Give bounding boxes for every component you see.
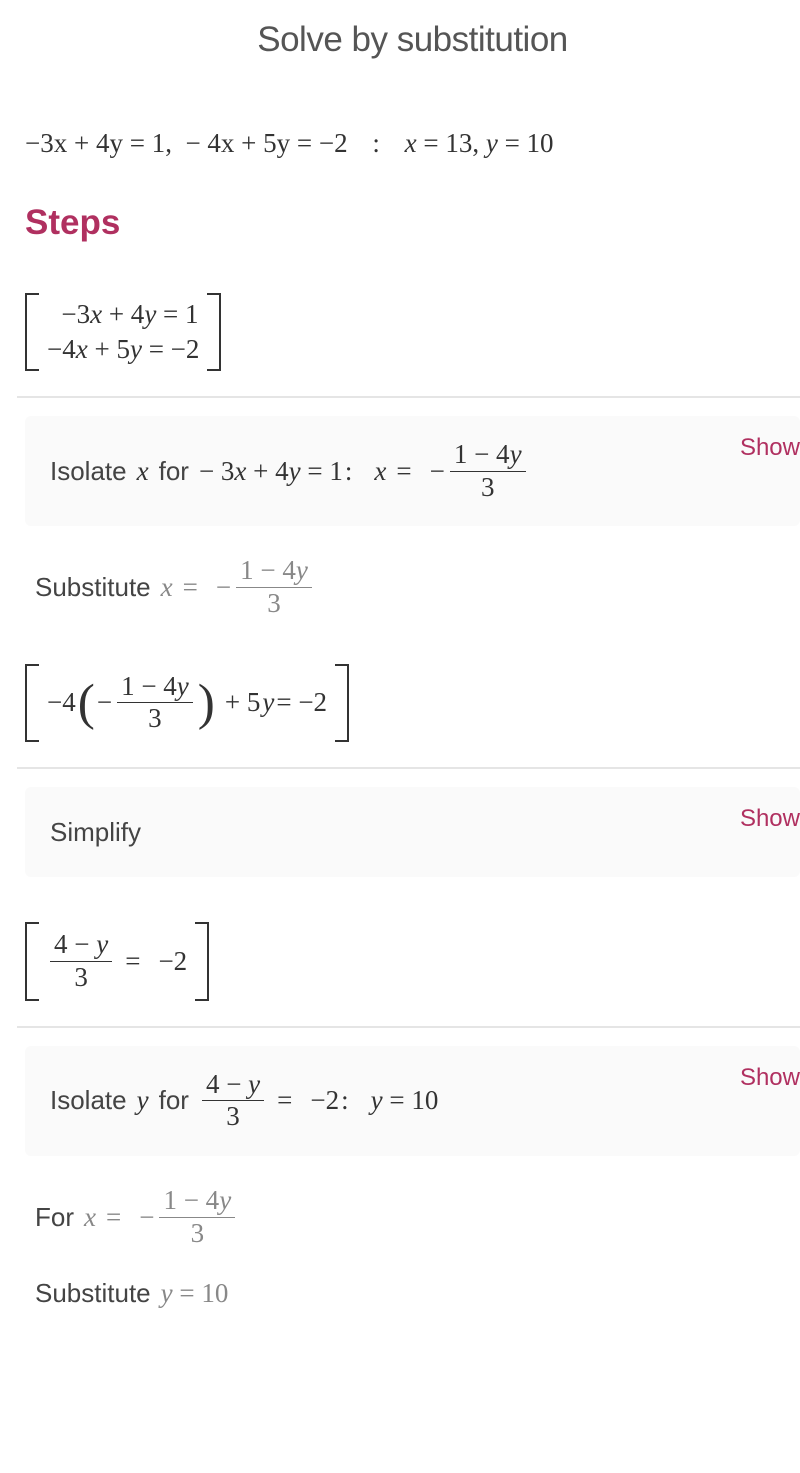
show-steps-link[interactable]: Show xyxy=(740,434,800,462)
step-isolate-x-text: Isolate x for − 3x + 4y = 1 : x=− 1 − 4y… xyxy=(50,440,529,502)
steps-heading: Steps xyxy=(25,203,800,243)
step-isolate-x[interactable]: Isolate x for − 3x + 4y = 1 : x=− 1 − 4y… xyxy=(25,416,800,526)
substituted-system: −4(− 1 − 4y 3 )+ 5y = −2 xyxy=(25,664,349,742)
substitute-y-line: Substitute y = 10 xyxy=(35,1278,800,1309)
divider xyxy=(17,1026,800,1028)
step-simplify-text: Simplify xyxy=(50,817,141,848)
divider xyxy=(17,396,800,398)
step-isolate-y-text: Isolate y for 4 − y 3 =−2 : y = 10 xyxy=(50,1070,438,1132)
show-steps-link[interactable]: Show xyxy=(740,1064,800,1092)
step-simplify[interactable]: Simplify Show xyxy=(25,787,800,877)
problem-statement: −3x + 4y = 1, − 4x + 5y = −2 : x = 13, y… xyxy=(25,120,800,163)
substitute-x-line: Substitute x=− 1 − 4y 3 xyxy=(35,556,800,618)
show-steps-link[interactable]: Show xyxy=(740,805,800,833)
step-isolate-y[interactable]: Isolate y for 4 − y 3 =−2 : y = 10 Show xyxy=(25,1046,800,1156)
simplified-system: 4 − y 3 =−2 xyxy=(25,922,209,1000)
for-x-line: For x=− 1 − 4y 3 xyxy=(35,1186,800,1248)
system-bracket: −3x + 4y = 1 −4x + 5y = −2 xyxy=(25,293,221,371)
divider xyxy=(17,767,800,769)
page-title: Solve by substitution xyxy=(25,20,800,60)
